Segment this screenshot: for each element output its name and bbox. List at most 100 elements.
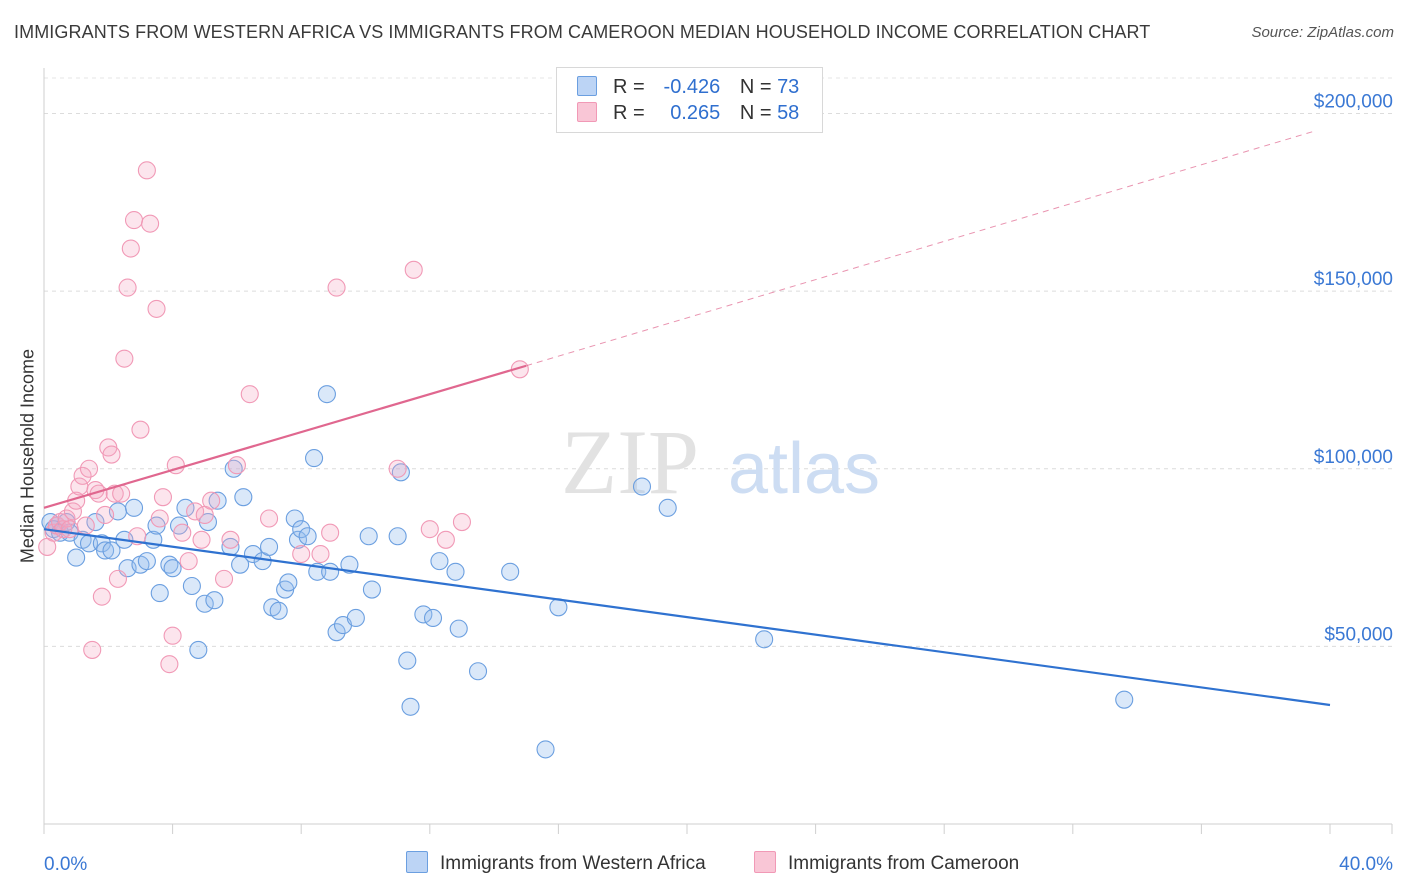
point-western-africa [195, 594, 214, 613]
point-western-africa [86, 512, 105, 532]
point-cameroon [137, 161, 156, 180]
point-western-africa [449, 619, 468, 638]
point-western-africa [1115, 690, 1134, 709]
point-western-africa [163, 559, 182, 578]
point-cameroon [160, 655, 179, 674]
stats-legend: R = -0.426 N = 73 R = 0.265 N = 58 [556, 67, 823, 133]
legend-swatch-pink [577, 102, 597, 122]
point-cameroon [452, 512, 472, 532]
watermark-zip: ZIP [561, 411, 699, 513]
point-cameroon [202, 491, 221, 510]
legend-row-western-africa: R = -0.426 N = 73 [577, 76, 799, 100]
point-western-africa [501, 562, 520, 581]
point-cameroon [436, 530, 455, 549]
legend-n-value: 73 [777, 76, 800, 98]
point-western-africa [658, 498, 677, 517]
point-western-africa [446, 562, 465, 581]
point-cameroon [92, 587, 111, 606]
series-legend-cameroon: Immigrants from Cameroon [754, 851, 1019, 875]
series-legend-western-africa: Immigrants from Western Africa [406, 851, 706, 875]
point-western-africa [359, 527, 378, 546]
point-cameroon [179, 552, 198, 571]
point-cameroon [60, 520, 79, 539]
point-western-africa [632, 477, 652, 496]
point-western-africa [189, 640, 208, 659]
point-cameroon [327, 278, 346, 297]
watermark-atlas: atlas [728, 429, 880, 509]
series-swatch-blue [406, 851, 428, 873]
point-western-africa [279, 573, 298, 592]
point-cameroon [115, 349, 134, 368]
point-cameroon [153, 488, 173, 507]
point-cameroon [186, 502, 205, 521]
tick-labels: $50,000 $100,000 $150,000 $200,000 0.0% 40.0% [44, 92, 1393, 875]
chart-title: IMMIGRANTS FROM WESTERN AFRICA VS IMMIGR… [14, 22, 1151, 42]
point-western-africa [362, 580, 381, 599]
point-cameroon [214, 569, 234, 588]
point-western-africa [259, 537, 279, 556]
point-cameroon [83, 640, 102, 659]
point-western-africa [340, 555, 359, 574]
x-tick-label-max: 40.0% [1339, 854, 1393, 875]
point-cameroon [173, 523, 192, 542]
legend-n-label: N = [739, 102, 772, 124]
point-cameroon [63, 502, 82, 521]
point-western-africa [124, 498, 144, 517]
point-western-africa [391, 463, 410, 482]
y-tick-label: $100,000 [1314, 447, 1393, 468]
point-cameroon [292, 544, 311, 564]
point-western-africa [298, 527, 317, 546]
point-western-africa [401, 697, 420, 716]
point-cameroon [96, 505, 115, 524]
point-cameroon [141, 214, 160, 233]
point-cameroon [147, 299, 166, 318]
trend-line-cameroon [43, 364, 527, 509]
point-western-africa [160, 555, 179, 574]
point-western-africa [468, 662, 488, 681]
point-western-africa [305, 449, 324, 468]
y-tick-label: $50,000 [1324, 624, 1393, 645]
point-western-africa [423, 608, 443, 628]
point-cameroon [79, 459, 99, 478]
point-cameroon [124, 211, 144, 230]
point-cameroon [73, 466, 92, 485]
point-western-africa [388, 527, 407, 546]
point-western-africa [150, 584, 169, 603]
point-cameroon [227, 456, 246, 475]
point-cameroon [108, 569, 127, 588]
legend-r-label: R = [613, 102, 645, 124]
y-tick-label: $150,000 [1314, 269, 1393, 290]
point-western-africa [317, 385, 336, 404]
point-western-africa [208, 491, 227, 510]
point-cameroon [420, 520, 439, 539]
series-name-cameroon: Immigrants from Cameroon [788, 853, 1020, 874]
legend-r-value: 0.265 [670, 102, 721, 124]
point-western-africa [182, 576, 201, 596]
data-points [38, 161, 1134, 759]
x-tick-label-min: 0.0% [44, 854, 87, 875]
point-cameroon [163, 626, 182, 645]
point-western-africa [536, 740, 555, 759]
point-western-africa [755, 630, 774, 649]
point-western-africa [430, 552, 449, 571]
point-western-africa [96, 541, 115, 560]
legend-n-value: 58 [777, 102, 800, 124]
axes [43, 68, 1393, 834]
legend-swatch-blue [577, 76, 597, 96]
y-tick-label: $200,000 [1314, 92, 1393, 113]
trend-extension-cameroon [526, 130, 1315, 367]
legend-row-cameroon: R = 0.265 N = 58 [577, 102, 799, 126]
point-cameroon [259, 509, 279, 528]
point-cameroon [131, 420, 150, 439]
series-swatch-pink [754, 851, 776, 873]
point-western-africa [137, 552, 156, 571]
watermark: ZIP atlas [561, 411, 880, 513]
trend-lines [43, 130, 1331, 707]
trend-line-western-africa [43, 528, 1331, 707]
point-western-africa [269, 601, 288, 620]
point-western-africa [414, 605, 433, 624]
point-cameroon [102, 445, 121, 464]
point-western-africa [102, 541, 121, 560]
series-name-western-africa: Immigrants from Western Africa [440, 853, 706, 874]
